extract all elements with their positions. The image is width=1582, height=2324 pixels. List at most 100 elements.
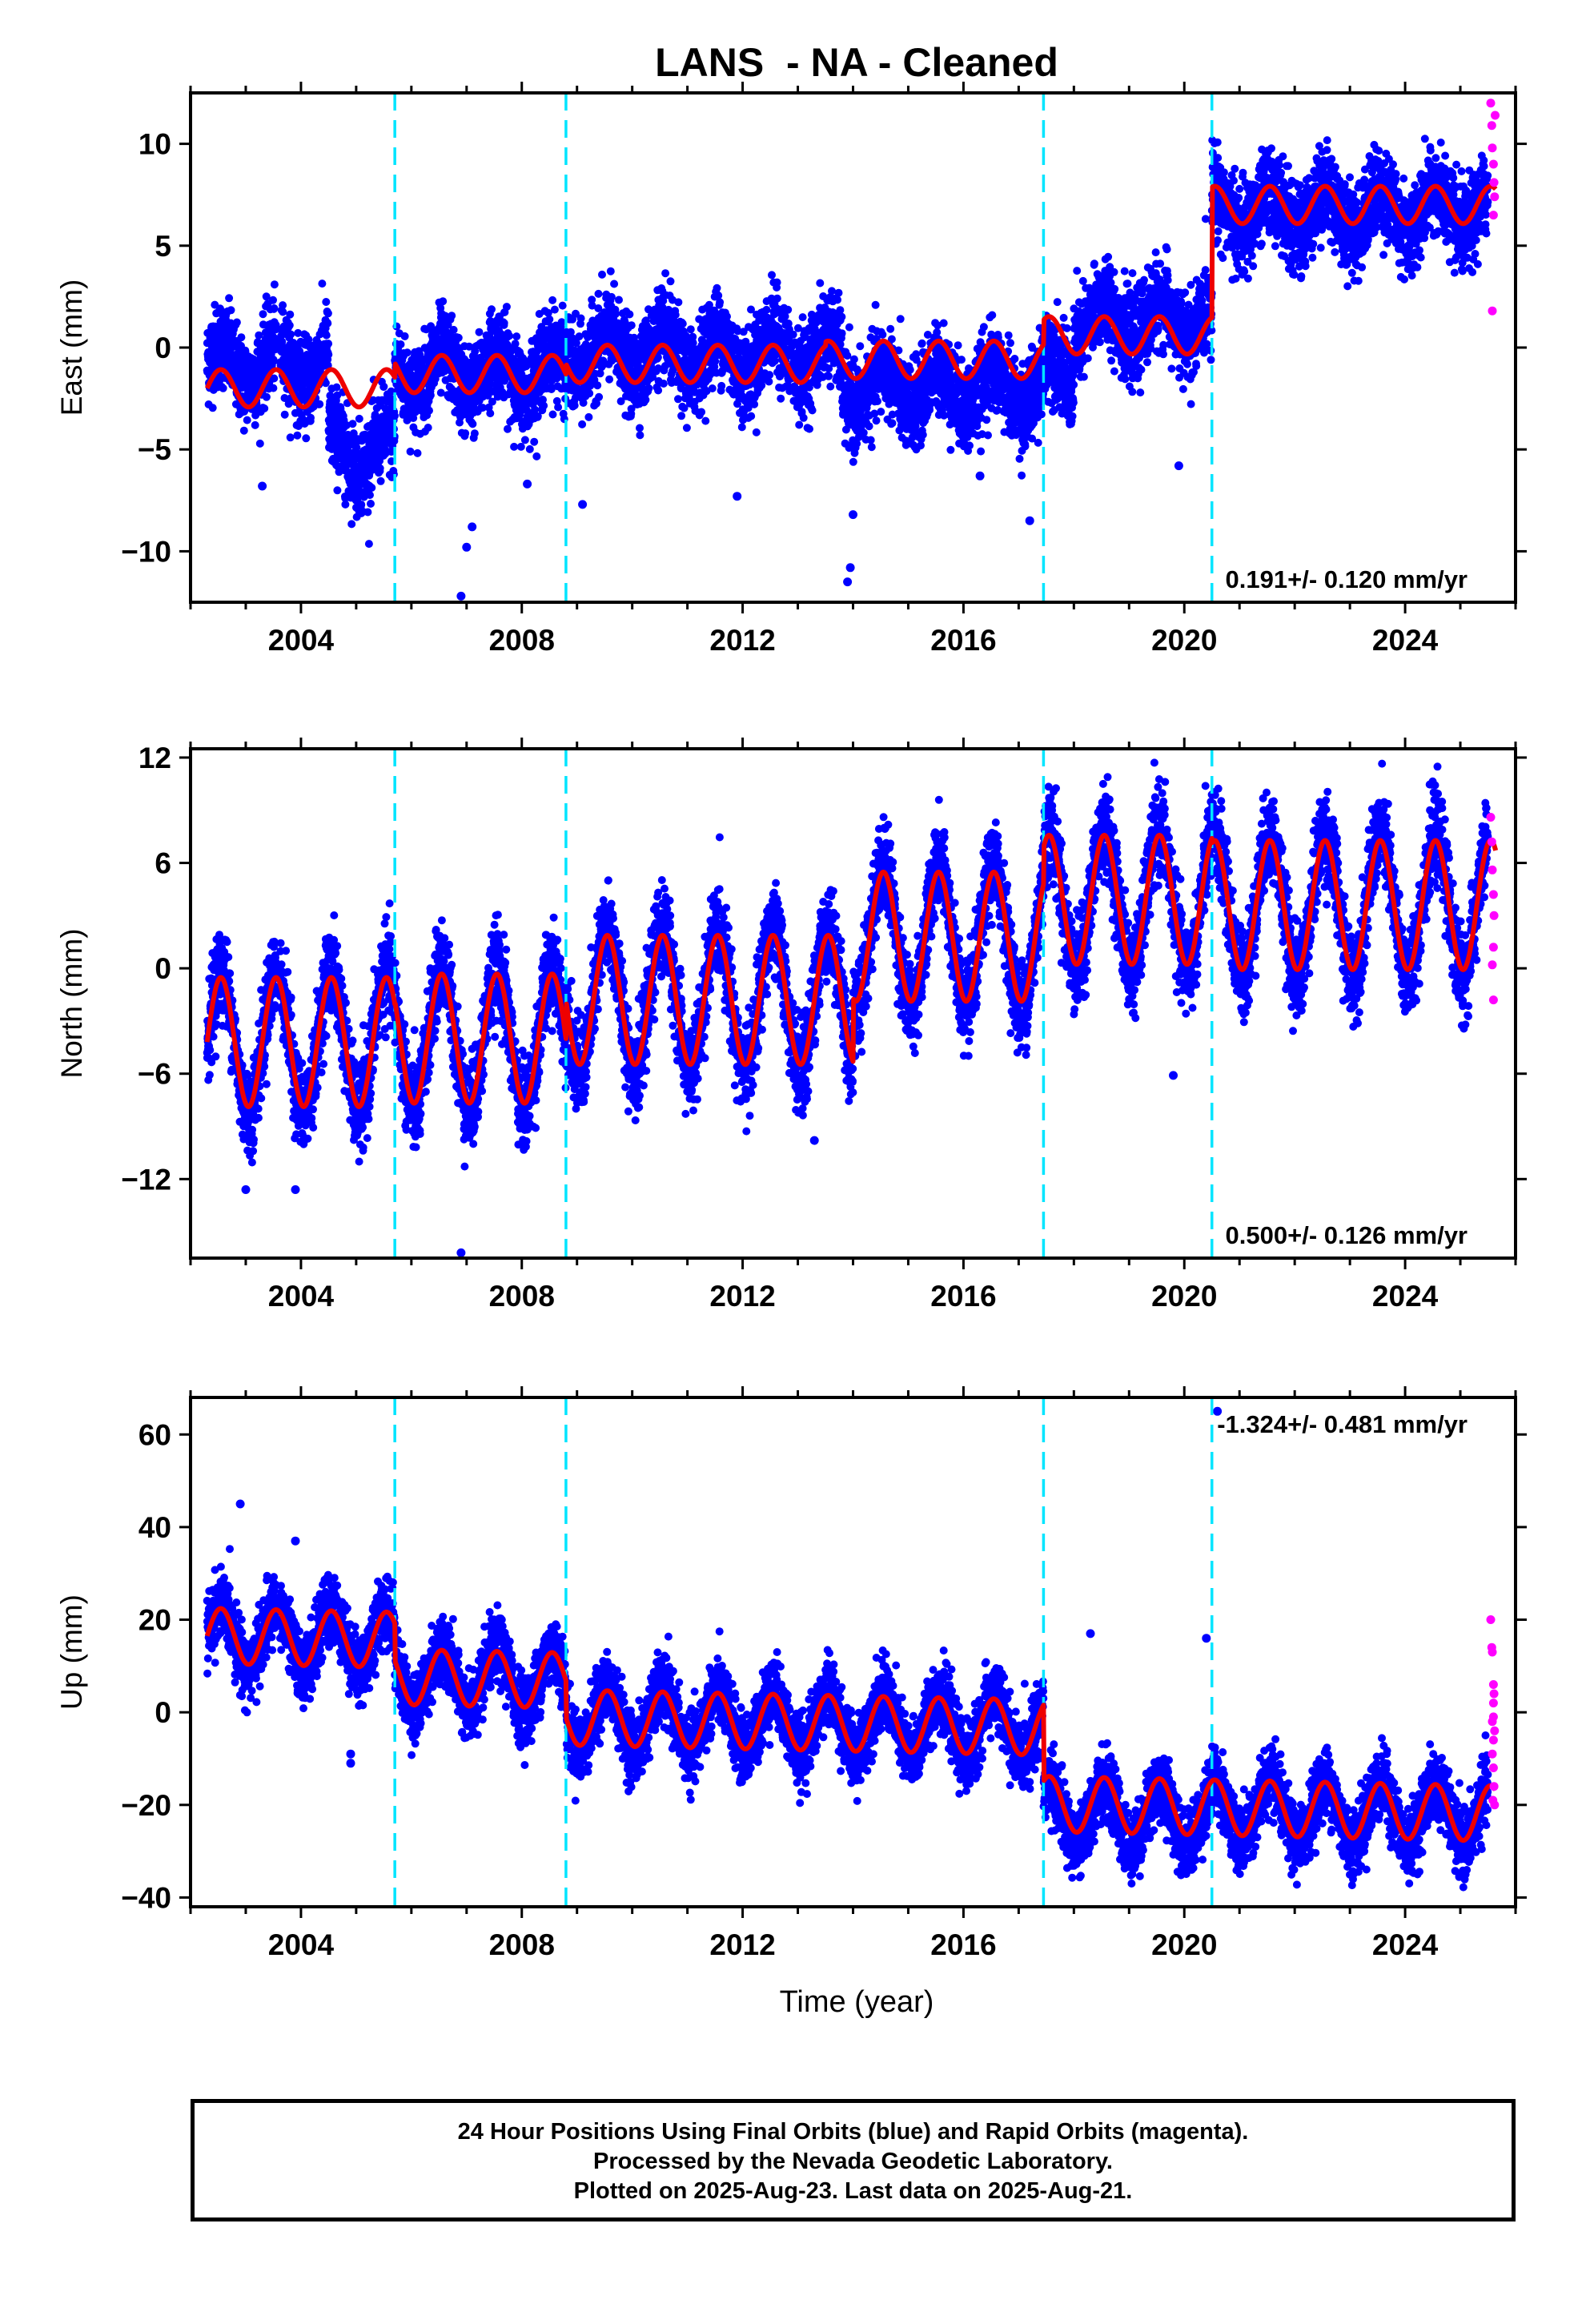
outlier-point-up-4 [1202,1634,1211,1643]
outlier-point-east-1 [462,542,472,552]
rapid-orbit-point-north-3 [1488,890,1498,899]
rapid-orbit-point-up-14 [1488,1712,1498,1722]
outlier-point-east-7 [578,500,588,509]
panel-up: 2004 2008 2012 2016 2020 2024 −40 −20 0 20 40 60 Up … [55,1386,1527,1961]
outlier-point-east-9 [258,481,267,491]
outlier-point-north-1 [241,1185,251,1194]
y-tick-label-east-3: 5 [155,230,171,263]
rapid-orbit-point-up-4 [1489,1689,1499,1699]
outlier-point-east-0 [456,591,466,601]
x-tick-label-east-2020: 2020 [1151,624,1217,657]
outlier-point-east-11 [1025,516,1034,525]
rapid-orbit-point-up-8 [1488,1735,1498,1745]
rapid-orbit-point-up-3 [1488,1680,1498,1689]
outlier-point-east-10 [975,471,985,480]
rapid-orbit-point-north-4 [1489,911,1499,920]
caption-line-3: Plotted on 2025-Aug-23. Last data on 202… [573,2178,1133,2204]
model-curve-east [204,183,1498,410]
y-tick-label-north-3: 6 [155,847,171,880]
outlier-point-north-0 [456,1248,466,1257]
rapid-orbit-point-up-0 [1486,1615,1496,1624]
y-tick-label-up-0: −40 [121,1881,171,1914]
x-tick-label-east-2016: 2016 [930,624,996,657]
final-orbit-points-east [203,135,1492,549]
x-tick-label-north-2020: 2020 [1151,1280,1217,1313]
outlier-point-up-6 [1086,1629,1095,1638]
caption-box: 24 Hour Positions Using Final Orbits (bl… [191,2099,1516,2221]
plot-area-up [203,1397,1500,1907]
rapid-orbit-point-east-5 [1490,192,1500,202]
x-tick-label-up-2004: 2004 [268,1928,335,1961]
y-axis-label-east: East (mm) [55,279,88,416]
plot-area-north [203,749,1499,1258]
rapid-orbit-point-up-11 [1489,1782,1499,1791]
model-curve-up [204,1606,1498,1844]
rapid-orbit-point-up-9 [1488,1749,1497,1759]
outlier-point-east-5 [849,510,857,520]
rapid-orbit-point-north-1 [1487,837,1496,846]
rapid-orbit-point-north-6 [1488,960,1497,970]
outlier-point-up-3 [346,1749,355,1759]
x-tick-label-north-2004: 2004 [268,1280,335,1313]
y-tick-label-north-1: −6 [138,1058,171,1091]
x-tick-label-up-2020: 2020 [1151,1928,1217,1961]
rapid-orbit-point-up-10 [1488,1763,1498,1772]
y-tick-label-up-2: 0 [155,1696,171,1729]
plot-area-east [203,93,1500,602]
y-tick-label-up-3: 20 [139,1604,171,1637]
y-tick-label-up-4: 40 [139,1511,171,1544]
y-axis-label-north: North (mm) [55,928,88,1078]
outlier-point-east-12 [1174,461,1183,471]
rapid-orbit-point-east-7 [1488,306,1497,316]
model-curve-north [204,832,1499,1109]
y-tick-label-east-0: −10 [121,535,171,568]
outlier-point-up-5 [1213,1406,1223,1416]
rapid-orbit-point-east-2 [1488,143,1497,153]
x-tick-label-up-2024: 2024 [1372,1928,1439,1961]
y-tick-label-east-4: 10 [139,128,171,161]
panel-east: 2004 2008 2012 2016 2020 2024 −10 −5 0 5 10 East (m… [55,82,1527,657]
rapid-orbit-point-up-2 [1488,1647,1497,1657]
y-tick-label-north-0: −12 [121,1163,171,1196]
outlier-point-up-1 [291,1536,300,1546]
outlier-point-east-3 [843,577,853,587]
outlier-point-up-2 [346,1759,355,1768]
x-tick-label-east-2024: 2024 [1372,624,1439,657]
x-tick-label-north-2012: 2012 [709,1280,775,1313]
rapid-orbit-point-north-5 [1488,943,1498,952]
outlier-point-up-0 [235,1499,245,1509]
y-tick-label-north-2: 0 [155,952,171,985]
outlier-point-east-8 [523,479,532,489]
y-tick-label-up-1: −20 [121,1789,171,1822]
y-axis-label-up: Up (mm) [55,1594,88,1710]
chart-title: LANS - NA - Cleaned [655,40,1058,85]
y-tick-label-east-2: 0 [155,332,171,364]
x-axis-label: Time (year) [780,1985,934,2019]
outlier-point-east-4 [845,563,855,573]
x-tick-label-up-2008: 2008 [489,1928,555,1961]
rapid-orbit-point-east-4 [1489,178,1499,187]
x-tick-label-up-2012: 2012 [709,1928,775,1961]
x-tick-label-east-2012: 2012 [709,624,775,657]
x-tick-label-up-2016: 2016 [930,1928,996,1961]
rapid-orbit-point-up-5 [1488,1699,1498,1708]
x-tick-label-north-2016: 2016 [930,1280,996,1313]
rapid-orbit-point-east-1 [1487,121,1496,131]
caption-line-1: 24 Hour Positions Using Final Orbits (bl… [457,2119,1249,2145]
outlier-point-north-2 [291,1185,300,1194]
y-tick-label-east-1: −5 [138,433,171,466]
caption-line-2: Processed by the Nevada Geodetic Laborat… [593,2149,1113,2174]
outlier-point-east-2 [468,522,477,532]
y-tick-label-north-4: 12 [139,742,171,774]
velocity-label-east: 0.191+/- 0.120 mm/yr [1226,565,1468,593]
x-tick-label-east-2008: 2008 [489,624,555,657]
rapid-orbit-point-up-13 [1490,1800,1500,1810]
rapid-orbit-point-north-2 [1488,865,1497,875]
x-tick-label-east-2004: 2004 [268,624,335,657]
outlier-point-east-6 [733,492,742,501]
rapid-orbit-point-east-8 [1491,111,1500,120]
rapid-orbit-point-east-6 [1488,211,1498,220]
rapid-orbit-point-up-7 [1490,1726,1500,1735]
velocity-label-up: -1.324+/- 0.481 mm/yr [1217,1410,1468,1438]
